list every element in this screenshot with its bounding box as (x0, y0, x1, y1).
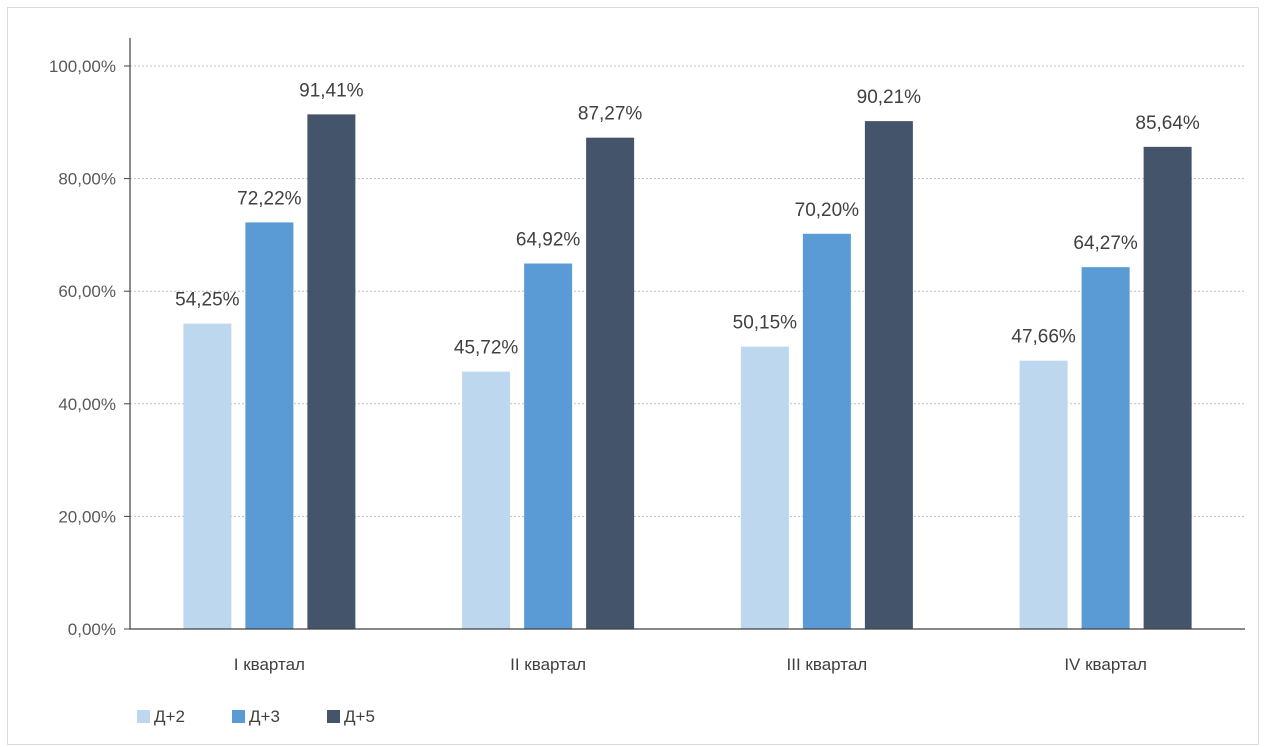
data-label: 54,25% (175, 290, 240, 311)
bar (1019, 360, 1068, 629)
data-label: 87,27% (578, 104, 643, 125)
data-label: 50,15% (733, 313, 798, 334)
bar (802, 233, 851, 630)
x-category-label: I квартал (234, 655, 305, 674)
x-axis-category-labels: I квартал II квартал III квартал IV квартал (234, 655, 1147, 674)
y-tick-label: 100,00% (49, 57, 116, 76)
bar (307, 114, 356, 630)
y-tick-label: 80,00% (58, 170, 116, 189)
legend: Д+2 Д+3 Д+5 (137, 707, 375, 726)
bar (245, 222, 294, 629)
data-label: 70,20% (795, 200, 860, 221)
data-label: 91,41% (299, 80, 364, 101)
y-tick-label: 40,00% (58, 395, 116, 414)
bar (586, 137, 635, 629)
legend-label: Д+2 (154, 707, 185, 726)
data-label: 85,64% (1135, 113, 1200, 134)
data-label: 72,22% (237, 188, 302, 209)
legend-label: Д+3 (249, 707, 280, 726)
legend-swatch (327, 710, 340, 723)
legend-label: Д+5 (344, 707, 375, 726)
y-tick-label: 20,00% (58, 507, 116, 526)
x-category-label: III квартал (787, 655, 868, 674)
legend-swatch (232, 710, 245, 723)
bar (864, 121, 913, 629)
bar (462, 371, 511, 629)
bar (1143, 146, 1192, 629)
bar (1081, 267, 1130, 629)
gridlines (130, 65, 1245, 517)
bar (740, 346, 789, 629)
x-category-label: II квартал (510, 655, 586, 674)
x-category-label: IV квартал (1064, 655, 1147, 674)
axes (124, 38, 1245, 630)
data-label: 45,72% (454, 338, 519, 359)
bars (183, 114, 1192, 630)
data-labels: 54,25% 72,22% 91,41% 45,72% 64,92% 87,27% 50,1… (175, 80, 1200, 358)
y-tick-label: 0,00% (68, 620, 116, 639)
data-label: 64,92% (516, 230, 581, 251)
data-label: 90,21% (857, 87, 922, 108)
data-label: 64,27% (1073, 233, 1138, 254)
y-axis-tick-labels: 0,00% 20,00% 40,00% 60,00% 80,00% 100,00% (49, 57, 116, 639)
legend-swatch (137, 710, 150, 723)
y-tick-label: 60,00% (58, 282, 116, 301)
bar (524, 263, 573, 629)
bar (183, 323, 232, 629)
data-label: 47,66% (1011, 327, 1076, 348)
